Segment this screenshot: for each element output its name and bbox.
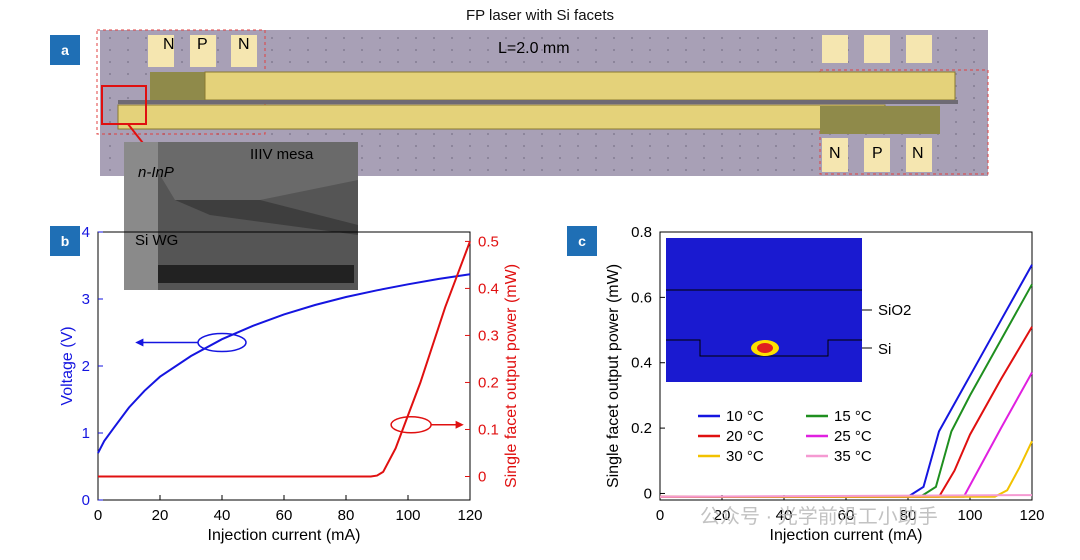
y-tick-label-c: 0.6 [631, 289, 652, 306]
panel-a-tag: a [50, 35, 80, 65]
y-left-axis-label-b: Voltage (V) [59, 326, 76, 405]
x-tick-label-b: 40 [214, 507, 231, 524]
legend-label-c-0: 10 °C [726, 408, 764, 425]
y-right-tick-label-b: 0.5 [478, 233, 499, 250]
pad-n-top-2 [231, 35, 257, 67]
inset-si-label: Si [878, 341, 891, 358]
x-axis-label-b: Injection current (mA) [208, 527, 361, 544]
pad-label-n2: N [238, 36, 250, 53]
inset-sio2-label: SiO2 [878, 302, 911, 319]
y-tick-label-c: 0.4 [631, 355, 652, 372]
mode-profile-core [757, 343, 773, 353]
y-axis-label-c: Single facet output power (mW) [605, 264, 622, 488]
y-tick-label-c: 0 [644, 485, 652, 502]
y-left-tick-label-b: 0 [82, 492, 90, 509]
inset-wg-label: Si WG [135, 232, 179, 249]
pad-n-top-1 [148, 35, 174, 67]
waveguide-stripe [118, 100, 958, 104]
pad-label-n3: N [829, 145, 841, 162]
y-right-tick-label-b: 0.4 [478, 280, 499, 297]
voltage-arrow-head [135, 338, 144, 347]
y-right-axis-label-b: Single facet output power (mW) [503, 264, 520, 488]
x-tick-label-c: 40 [776, 507, 793, 524]
y-left-tick-label-b: 1 [82, 425, 90, 442]
pad-label-p: P [197, 36, 208, 53]
x-tick-label-b: 0 [94, 507, 102, 524]
series-line-c-5 [659, 494, 1033, 498]
y-tick-label-c: 0.8 [631, 224, 652, 241]
y-left-tick-label-b: 3 [82, 291, 90, 308]
facet-highlight-box [101, 85, 147, 125]
si-boundary [666, 339, 862, 357]
pad-p-top [190, 35, 216, 67]
pad-label-n4: N [912, 145, 924, 162]
inset-mesa-label: IIIV mesa [250, 146, 314, 163]
x-tick-label-c: 80 [900, 507, 917, 524]
legend-label-c-3: 25 °C [834, 428, 872, 445]
legend-label-c-4: 30 °C [726, 448, 764, 465]
sem-scale-bar [158, 265, 354, 283]
cavity-length-label: L=2.0 mm [498, 40, 570, 57]
x-tick-label-b: 80 [338, 507, 355, 524]
dashed-box-left [96, 29, 266, 135]
panel-b-tag: b [50, 226, 80, 256]
y-tick-label-c: 0.2 [631, 420, 652, 437]
x-tick-label-c: 0 [656, 507, 664, 524]
watermark: 公众号 · 光学前沿工小助手 [700, 506, 938, 528]
x-tick-label-c: 100 [957, 507, 982, 524]
pad-top-right-3 [906, 35, 932, 63]
y-left-tick-label-b: 2 [82, 358, 90, 375]
mode-inset-bg [666, 238, 862, 382]
legend-label-c-2: 20 °C [726, 428, 764, 445]
x-tick-label-b: 60 [276, 507, 293, 524]
x-tick-label-c: 60 [838, 507, 855, 524]
pad-n-bottom-2 [906, 138, 932, 172]
pad-label-p2: P [872, 145, 883, 162]
x-tick-label-b: 20 [152, 507, 169, 524]
series-line-b-0 [97, 273, 471, 454]
y-right-tick-label-b: 0.1 [478, 421, 499, 438]
x-tick-label-b: 120 [457, 507, 482, 524]
pad-top-right-2 [864, 35, 890, 63]
x-tick-label-c: 120 [1019, 507, 1044, 524]
panel-c-tag: c [567, 226, 597, 256]
x-axis-label-c: Injection current (mA) [770, 527, 923, 544]
right-pad-block [820, 106, 940, 134]
x-tick-label-c: 20 [714, 507, 731, 524]
lower-electrode [117, 104, 886, 130]
pad-top-right-1 [822, 35, 848, 63]
power-arrow-head [455, 420, 464, 429]
y-left-tick-label-b: 4 [82, 224, 90, 241]
pad-n-bottom-1 [822, 138, 848, 172]
figure-title: FP laser with Si facets [465, 7, 615, 24]
inset-ninp-label: n-InP [138, 164, 174, 181]
series-line-b-1 [98, 241, 471, 478]
pad-p-bottom [864, 138, 890, 172]
y-right-tick-label-b: 0.2 [478, 374, 499, 391]
pad-label-n1: N [163, 36, 175, 53]
y-right-tick-label-b: 0.3 [478, 327, 499, 344]
x-tick-label-b: 100 [395, 507, 420, 524]
legend-label-c-1: 15 °C [834, 408, 872, 425]
y-right-tick-label-b: 0 [478, 468, 486, 485]
legend-label-c-5: 35 °C [834, 448, 872, 465]
